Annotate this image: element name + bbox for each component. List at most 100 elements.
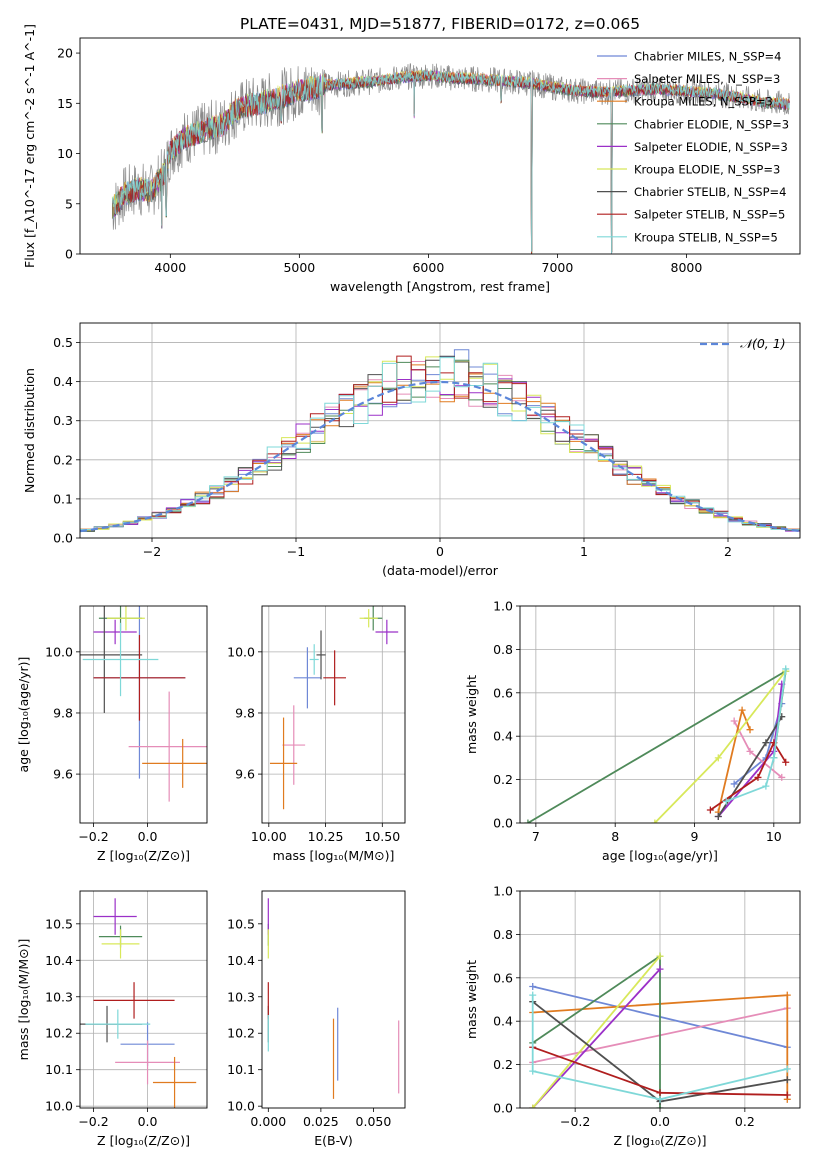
mass-weight-marker xyxy=(651,819,659,823)
x-tick-label: 10.25 xyxy=(308,829,344,844)
y-tick-label: 9.6 xyxy=(53,767,73,782)
figure-title: PLATE=0431, MJD=51877, FIBERID=0172, z=0… xyxy=(240,15,640,33)
y-tick-label: 15 xyxy=(57,96,73,111)
residual-histogram-step xyxy=(80,357,800,533)
x-tick-label: 1 xyxy=(580,544,588,559)
y-tick-label: 0.4 xyxy=(53,374,73,389)
mass-vs-metallicity-panel: −0.2 0.0 10.0 10.1 10.2 10.3 10.4 10.5 Z [log₁₀(… xyxy=(16,890,208,1148)
y-tick-label: 10.3 xyxy=(227,989,255,1004)
plot-area xyxy=(520,606,800,823)
y-axis-label: mass [log₁₀(M/M⊙)] xyxy=(16,939,31,1061)
mass-weight-marker xyxy=(783,1076,791,1084)
x-tick-label: 10.00 xyxy=(251,829,287,844)
plot-content xyxy=(80,349,800,534)
mass-weight-marker xyxy=(783,1065,791,1073)
x-axis-label: age [log₁₀(age/yr)] xyxy=(602,848,718,863)
x-tick-label: 0.2 xyxy=(735,1114,755,1129)
age-vs-mass-panel: 10.00 10.25 10.50 9.6 9.8 10.0 mass [log₁₀(M/M… xyxy=(227,605,406,863)
mass-weight-line xyxy=(532,968,661,1108)
mass-weight-marker xyxy=(782,758,790,766)
y-tick-label: 0.2 xyxy=(493,772,513,787)
mass-weight-marker xyxy=(706,806,714,814)
spectrum-legend: Chabrier MILES, N_SSP=4 Salpeter MILES, N… xyxy=(597,50,789,244)
x-tick-label: 4000 xyxy=(154,260,186,275)
y-tick-label: 10.0 xyxy=(45,1099,73,1114)
mass-weight-line xyxy=(531,995,788,1101)
x-tick-label: −2 xyxy=(143,544,161,559)
observed-spectrum-line xyxy=(111,63,790,254)
x-tick-label: 0.025 xyxy=(303,1114,339,1129)
mass-weight-marker xyxy=(656,1104,664,1108)
mass-weight-vs-age-panel: 7 8 9 10 0.0 0.2 0.4 0.6 0.8 1.0 age [log₁₀(age/yr… xyxy=(464,599,801,863)
mass-weight-marker xyxy=(770,754,778,762)
mass-weight-line xyxy=(709,740,787,811)
plot-content xyxy=(80,898,197,1108)
axes-frame xyxy=(519,890,801,1109)
y-tick-label: 0.8 xyxy=(493,642,513,657)
gaussian-curve xyxy=(80,380,800,533)
gaussian-legend-label: 𝒩(0, 1) xyxy=(740,336,786,351)
x-tick-label: 10 xyxy=(766,829,782,844)
mass-weight-marker xyxy=(762,739,770,747)
age-vs-metallicity-panel: −0.2 0.0 9.6 9.8 10.0 Z [log₁₀(Z/Z⊙)] age [log… xyxy=(16,605,208,863)
x-tick-label: −0.2 xyxy=(560,1114,590,1129)
legend-label-1: Salpeter MILES, N_SSP=3 xyxy=(634,72,780,86)
y-tick-label: 0.6 xyxy=(493,685,513,700)
plot-content xyxy=(529,952,791,1108)
residual-histogram-panel: −2 −1 0 1 2 0.0 0.1 0.2 0.3 0.4 0.5 (data-model)/er… xyxy=(22,322,801,578)
plot-content xyxy=(80,606,207,802)
y-tick-label: 0.4 xyxy=(493,1014,513,1029)
y-tick-label: 5 xyxy=(65,196,73,211)
legend-label-2: Kroupa MILES, N_SSP=3 xyxy=(634,95,773,109)
x-tick-label: 0.0 xyxy=(138,1114,158,1129)
x-tick-label: 7000 xyxy=(542,260,574,275)
y-tick-label: 10.4 xyxy=(227,953,255,968)
spectrum-panel: 4000 5000 6000 7000 8000 0 5 10 15 20 wavelength [… xyxy=(22,24,801,294)
x-tick-label: 5000 xyxy=(283,260,315,275)
plot-content xyxy=(524,665,790,823)
x-axis-label: Z [log₁₀(Z/Z⊙)] xyxy=(97,1133,190,1148)
x-tick-label: 0.0 xyxy=(138,829,158,844)
plot-area xyxy=(80,606,207,823)
y-tick-label: 9.6 xyxy=(235,767,255,782)
y-tick-label: 1.0 xyxy=(493,884,513,899)
x-tick-label: 0.050 xyxy=(356,1114,392,1129)
legend-label-0: Chabrier MILES, N_SSP=4 xyxy=(634,50,781,64)
mass-weight-marker xyxy=(524,819,532,823)
legend-label-5: Kroupa ELODIE, N_SSP=3 xyxy=(634,163,780,177)
y-tick-label: 0.8 xyxy=(493,927,513,942)
model-spectrum-line xyxy=(111,69,790,254)
mass-weight-marker xyxy=(714,754,722,762)
model-spectrum-line xyxy=(111,70,790,254)
axes-frame xyxy=(261,890,406,1109)
x-axis-label: Z [log₁₀(Z/Z⊙)] xyxy=(614,1133,707,1148)
y-axis-label: Normed distribution xyxy=(22,368,37,493)
mass-weight-marker xyxy=(656,952,664,960)
y-tick-label: 0.6 xyxy=(493,970,513,985)
x-tick-label: −0.2 xyxy=(78,1114,108,1129)
y-tick-label: 10.5 xyxy=(45,916,73,931)
legend-label-7: Salpeter STELIB, N_SSP=5 xyxy=(634,208,785,222)
y-tick-label: 10.5 xyxy=(227,916,255,931)
y-tick-label: 10.1 xyxy=(45,1062,73,1077)
mass-weight-marker xyxy=(746,747,754,755)
plot-area xyxy=(262,606,405,823)
y-tick-label: 10.1 xyxy=(227,1062,255,1077)
y-tick-label: 0.2 xyxy=(53,452,73,467)
plot-area xyxy=(80,891,207,1108)
axes-frame xyxy=(79,890,208,1109)
mass-weight-marker xyxy=(738,706,746,714)
plot-content xyxy=(111,63,790,254)
mass-weight-line xyxy=(532,955,661,1108)
axes-frame xyxy=(79,37,801,255)
y-tick-label: 0.3 xyxy=(53,413,73,428)
mass-weight-marker xyxy=(656,965,664,973)
x-tick-label: 6000 xyxy=(412,260,444,275)
y-axis-label: age [log₁₀(age/yr)] xyxy=(16,657,31,773)
axes-frame xyxy=(79,605,208,824)
x-axis-label: mass [log₁₀(M/M⊙)] xyxy=(273,848,395,863)
x-tick-label: 8000 xyxy=(671,260,703,275)
y-tick-label: 0 xyxy=(65,247,73,262)
y-tick-label: 10.3 xyxy=(45,989,73,1004)
